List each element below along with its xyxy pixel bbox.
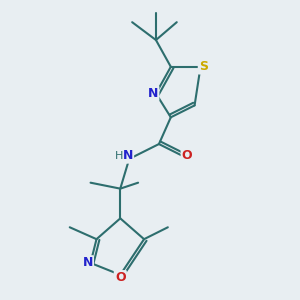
Text: N: N (82, 256, 93, 269)
Text: S: S (199, 60, 208, 73)
Text: O: O (182, 149, 193, 162)
Text: N: N (148, 87, 158, 100)
Text: O: O (115, 271, 126, 284)
Text: H: H (115, 151, 123, 161)
Text: N: N (122, 149, 133, 162)
